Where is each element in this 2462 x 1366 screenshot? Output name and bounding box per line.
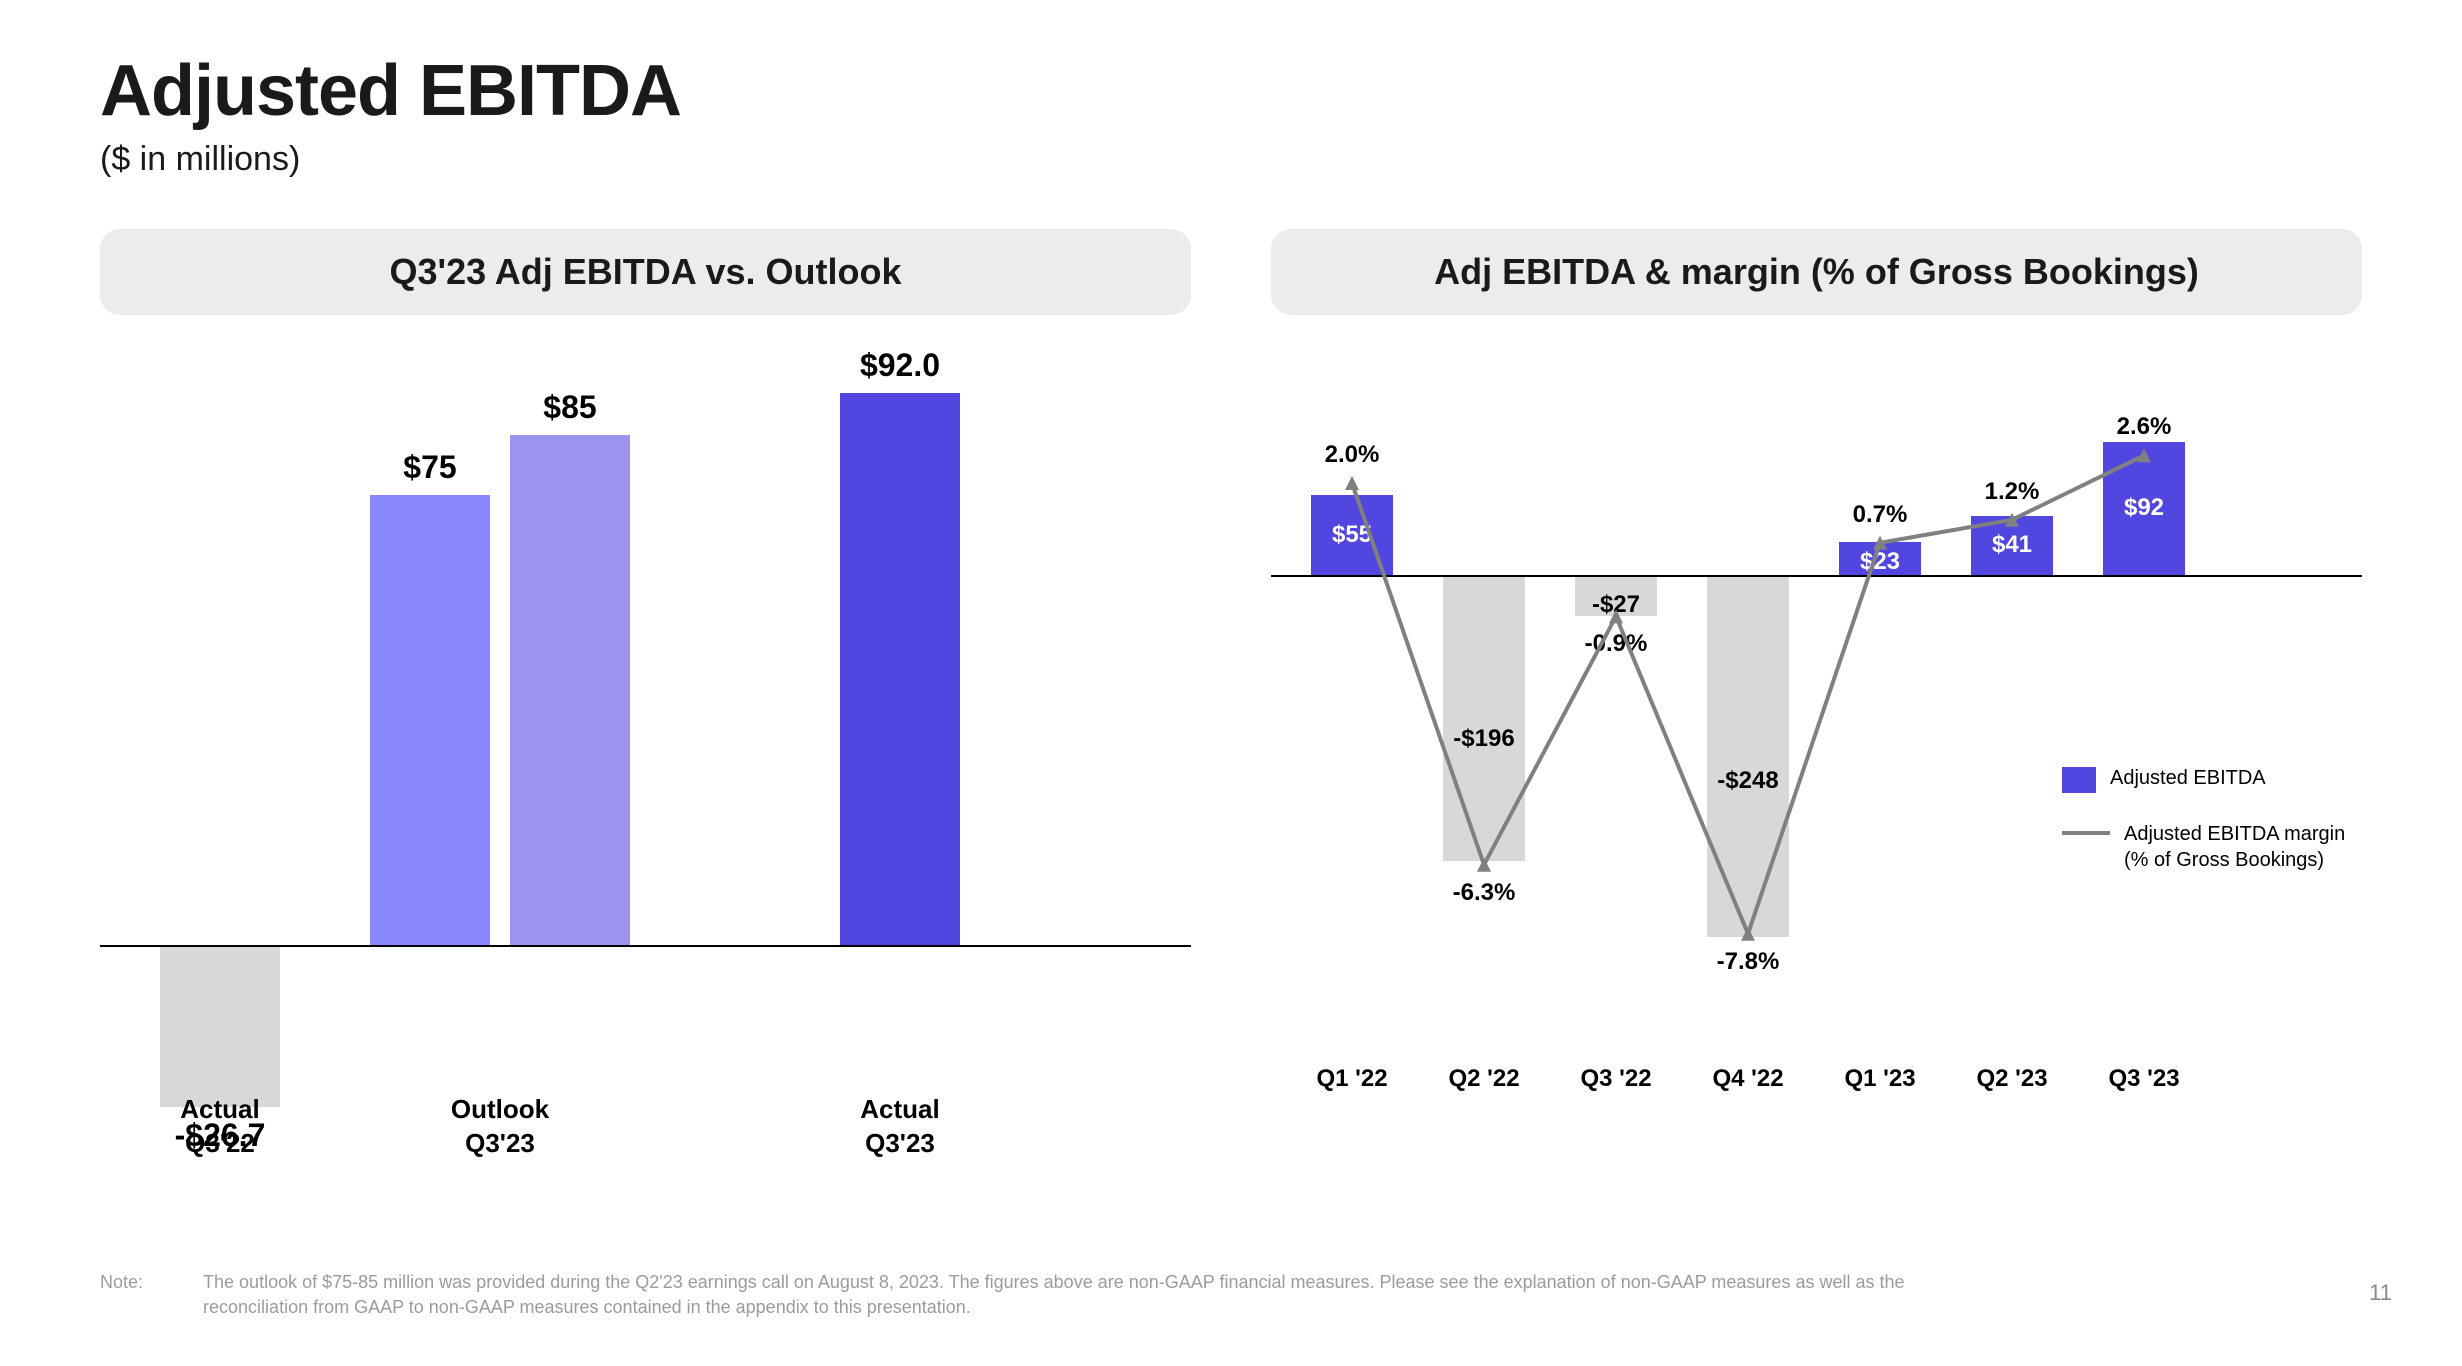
page-title: Adjusted EBITDA [100,50,2362,132]
legend-text: Adjusted EBITDA [2110,765,2266,791]
left-chart-category: ActualQ3'23 [770,1093,1030,1161]
page-subtitle: ($ in millions) [100,140,2362,179]
right-chart-title: Adj EBITDA & margin (% of Gross Bookings… [1271,229,2362,315]
left-chart-bar [840,393,960,945]
right-chart-plot: $552.0%Q1 '22-$196-6.3%Q2 '22-$27-0.9%Q3… [1271,345,2362,1165]
footnote-text: The outlook of $75-85 million was provid… [203,1270,1983,1320]
left-chart: Q3'23 Adj EBITDA vs. Outlook -$26.7Actua… [100,229,1191,1165]
right-chart: Adj EBITDA & margin (% of Gross Bookings… [1271,229,2362,1165]
left-chart-title: Q3'23 Adj EBITDA vs. Outlook [100,229,1191,315]
right-chart-legend: Adjusted EBITDA Adjusted EBITDA margin(% … [2062,765,2362,901]
left-chart-bar [160,947,280,1107]
right-chart-line [1271,345,2362,1165]
left-chart-category: OutlookQ3'23 [370,1093,630,1161]
left-chart-bar-value: $92.0 [800,347,1000,384]
page-number: 11 [2369,1280,2392,1306]
legend-text: Adjusted EBITDA margin(% of Gross Bookin… [2124,821,2345,873]
legend-swatch [2062,767,2096,793]
footnote: Note: The outlook of $75-85 million was … [100,1270,2362,1320]
left-chart-bar [370,495,490,945]
footnote-label: Note: [100,1270,143,1320]
left-chart-bar-value: $85 [470,389,670,426]
legend-item: Adjusted EBITDA [2062,765,2362,793]
legend-line-icon [2062,831,2110,835]
left-chart-category: ActualQ3'22 [90,1093,350,1161]
legend-item: Adjusted EBITDA margin(% of Gross Bookin… [2062,821,2362,873]
slide: Adjusted EBITDA ($ in millions) Q3'23 Ad… [0,0,2462,1366]
charts-row: Q3'23 Adj EBITDA vs. Outlook -$26.7Actua… [100,229,2362,1165]
left-chart-bar [510,435,630,945]
left-chart-plot: -$26.7ActualQ3'22$75$85OutlookQ3'23$92.0… [100,345,1191,1165]
left-chart-bar-value: $75 [330,449,530,486]
